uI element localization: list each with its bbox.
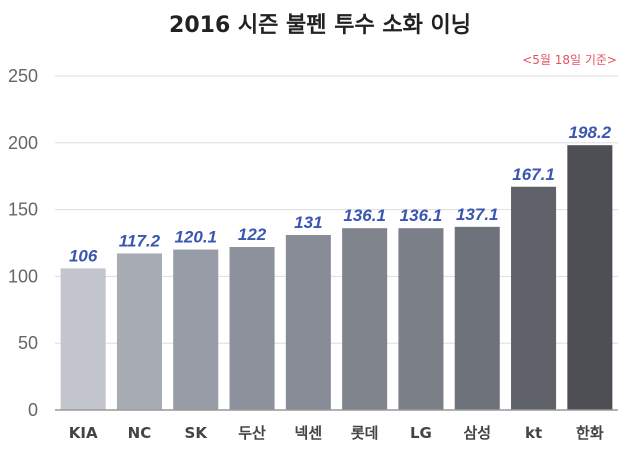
value-label: 117.2 xyxy=(119,231,161,250)
x-tick-label: NC xyxy=(128,424,152,442)
value-label: 106 xyxy=(69,246,98,265)
bar xyxy=(60,268,106,410)
y-tick-label: 150 xyxy=(8,200,38,220)
bar xyxy=(116,253,162,410)
value-label: 137.1 xyxy=(456,205,499,224)
x-tick-label: LG xyxy=(410,424,432,442)
value-label: 122 xyxy=(238,225,267,244)
y-tick-label: 250 xyxy=(8,66,38,86)
bar xyxy=(342,228,388,410)
value-label: 120.1 xyxy=(174,228,217,247)
x-tick-label: kt xyxy=(525,424,542,442)
bar xyxy=(285,234,331,410)
bars xyxy=(60,145,613,410)
bar xyxy=(398,228,444,410)
y-tick-label: 200 xyxy=(8,133,38,153)
x-axis-ticks: KIA NC SK 두산 넥센 롯데 LG 삼성 kt 한화 xyxy=(69,424,604,442)
y-axis-ticks: 0 50 100 150 200 250 xyxy=(8,66,38,420)
bar xyxy=(173,249,219,410)
value-labels: 106 117.2 120.1 122 131 136.1 136.1 137.1 167.1 1… xyxy=(69,123,612,265)
x-tick-label: KIA xyxy=(69,424,98,442)
x-tick-label: 롯데 xyxy=(351,424,379,442)
bar xyxy=(229,247,275,410)
y-tick-label: 50 xyxy=(18,333,38,353)
value-label: 136.1 xyxy=(400,206,443,225)
bar xyxy=(567,145,613,410)
bar xyxy=(511,186,557,410)
value-label: 167.1 xyxy=(512,165,555,184)
chart-title: 2016 시즌 불펜 투수 소화 이닝 xyxy=(169,13,471,38)
date-note: <5월 18일 기준> xyxy=(522,53,617,67)
x-tick-label: 한화 xyxy=(576,424,604,442)
x-tick-label: 삼성 xyxy=(463,424,491,442)
y-tick-label: 0 xyxy=(28,400,38,420)
value-label: 136.1 xyxy=(343,206,386,225)
x-tick-label: 넥센 xyxy=(295,424,323,442)
y-tick-label: 100 xyxy=(8,266,38,286)
x-tick-label: SK xyxy=(185,424,209,442)
x-tick-label: 두산 xyxy=(238,424,266,442)
bar xyxy=(454,226,500,410)
value-label: 198.2 xyxy=(569,123,612,142)
value-label: 131 xyxy=(294,213,322,232)
